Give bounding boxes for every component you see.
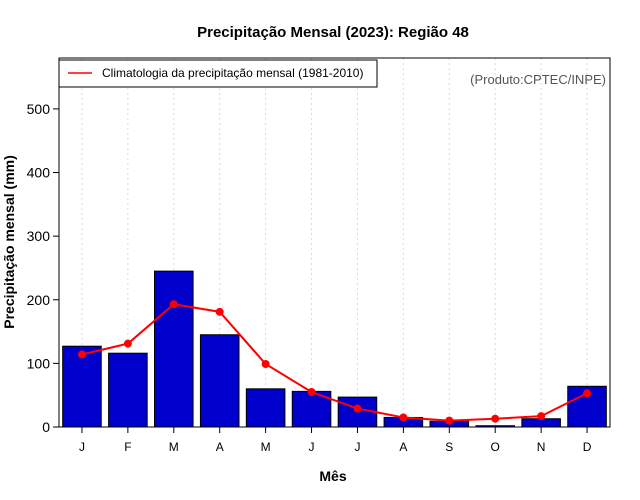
x-tick-label: A [216, 440, 224, 454]
x-tick-label: F [124, 440, 131, 454]
x-tick-label: A [399, 440, 407, 454]
bar-2 [108, 352, 148, 428]
climatology-point-7 [353, 404, 362, 413]
climatology-point-5 [261, 360, 270, 369]
bar-series [62, 270, 607, 428]
x-tick-label: S [445, 440, 453, 454]
x-tick-label: J [354, 440, 360, 454]
legend-box [58, 59, 378, 88]
y-tick-label: 0 [42, 419, 50, 435]
climatology-point-11 [537, 412, 546, 421]
climatology-point-6 [307, 388, 316, 397]
bar-4 [199, 334, 240, 428]
climatology-point-1 [77, 350, 86, 359]
y-tick-label: 500 [27, 101, 51, 117]
y-axis-label: Precipitação mensal (mm) [1, 155, 17, 329]
y-tick-label: 300 [27, 228, 51, 244]
y-tick-label: 100 [27, 355, 51, 371]
y-tick-label: 200 [27, 292, 51, 308]
x-tick-label: N [537, 440, 546, 454]
source-note: (Produto:CPTEC/INPE) [470, 72, 606, 87]
climatology-point-4 [215, 307, 224, 316]
x-tick-label: M [261, 440, 271, 454]
climatology-point-9 [445, 416, 454, 425]
climatology-point-3 [169, 300, 178, 309]
climatology-point-12 [583, 389, 592, 398]
legend: Climatologia da precipitação mensal (198… [58, 59, 378, 88]
legend-label: Climatologia da precipitação mensal (198… [102, 66, 363, 80]
x-tick-label: O [491, 440, 500, 454]
bar-5 [245, 388, 286, 428]
climatology-point-8 [399, 413, 408, 422]
y-tick-label: 400 [27, 165, 51, 181]
gridlines [81, 58, 588, 427]
x-tick-label: J [79, 440, 85, 454]
climatology-point-10 [491, 414, 500, 423]
x-tick-label: D [583, 440, 592, 454]
climatology-point-2 [123, 339, 132, 348]
climatology-line [81, 303, 588, 422]
x-axis-label: Mês [319, 468, 346, 484]
plot-frame [58, 57, 611, 428]
bar-3 [154, 270, 194, 428]
bar-1 [62, 345, 102, 428]
x-tick-label: J [309, 440, 315, 454]
chart-title: Precipitação Mensal (2023): Região 48 [197, 24, 469, 41]
y-axis: 0 100 200 300 400 500 [27, 101, 59, 435]
climatology-series [77, 300, 592, 425]
x-tick-label: M [169, 440, 179, 454]
